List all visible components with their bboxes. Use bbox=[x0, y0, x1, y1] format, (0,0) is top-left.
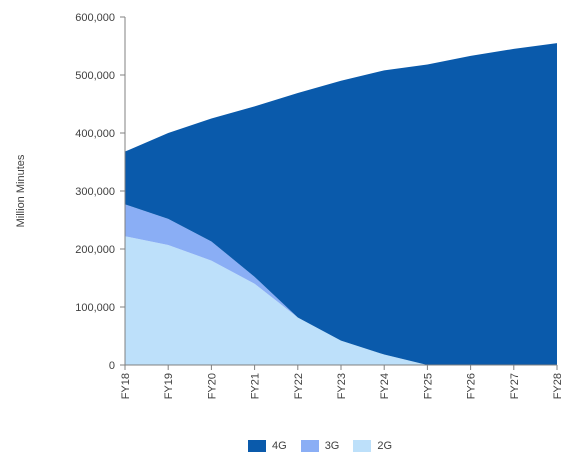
legend-swatch bbox=[301, 440, 319, 452]
legend-label: 4G bbox=[272, 440, 287, 452]
y-tick-label: 200,000 bbox=[75, 244, 115, 256]
legend-item-2g: 2G bbox=[353, 440, 392, 452]
x-tick-label: FY26 bbox=[466, 373, 478, 399]
y-tick-label: 300,000 bbox=[75, 186, 115, 198]
x-tick-label: FY21 bbox=[250, 373, 262, 399]
y-tick-label: 100,000 bbox=[75, 302, 115, 314]
legend-item-3g: 3G bbox=[301, 440, 340, 452]
x-tick-label: FY27 bbox=[509, 373, 521, 399]
y-tick-label: 0 bbox=[109, 360, 115, 372]
x-tick-group: FY18 FY19 FY20 FY21 FY22 FY23 FY24 FY25 FY26 FY27… bbox=[120, 365, 564, 399]
y-tick-label: 500,000 bbox=[75, 70, 115, 82]
legend: 4G 3G 2G bbox=[248, 438, 392, 454]
legend-label: 2G bbox=[377, 440, 392, 452]
x-tick-label: FY24 bbox=[379, 373, 391, 399]
x-tick-label: FY28 bbox=[552, 373, 564, 399]
y-tick-group: 600,000 500,000 400,000 300,000 200,000 100,0… bbox=[75, 12, 125, 372]
legend-label: 3G bbox=[325, 440, 340, 452]
x-tick-label: FY25 bbox=[422, 373, 434, 399]
x-tick-label: FY20 bbox=[206, 373, 218, 399]
x-tick-label: FY22 bbox=[293, 373, 305, 399]
y-axis-label: Million Minutes bbox=[15, 154, 27, 227]
x-tick-label: FY23 bbox=[336, 373, 348, 399]
y-tick-label: 400,000 bbox=[75, 128, 115, 140]
legend-item-4g: 4G bbox=[248, 440, 287, 452]
legend-swatch bbox=[248, 440, 266, 452]
y-tick-label: 600,000 bbox=[75, 12, 115, 24]
area-series-group bbox=[125, 43, 557, 365]
x-tick-label: FY18 bbox=[120, 373, 132, 399]
legend-swatch bbox=[353, 440, 371, 452]
x-tick-label: FY19 bbox=[163, 373, 175, 399]
